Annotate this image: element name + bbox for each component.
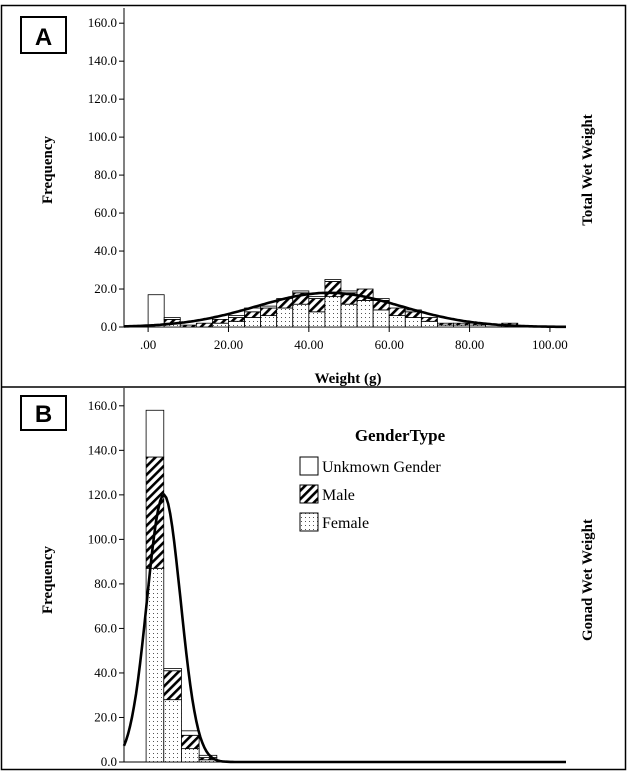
panel-b-plot: 0.0 20.0 40.0 60.0 80.0 100.0 120.0 140.0 160.0 bbox=[88, 388, 566, 769]
panel-a-bar-male bbox=[228, 317, 245, 322]
panel-a-bar-female bbox=[228, 320, 245, 328]
panel-a-bar-female bbox=[372, 309, 390, 328]
legend-label-female: Female bbox=[322, 515, 369, 532]
legend-swatch-female bbox=[299, 512, 319, 532]
panel-a-y-tick-label: 80.0 bbox=[94, 167, 117, 182]
legend-swatch-unknown bbox=[299, 456, 319, 476]
panel-a: A Frequency Total Wet Weight Weight (g) … bbox=[20, 8, 596, 387]
panel-a-plot: 0.0 20.0 40.0 60.0 80.0 100.0 120.0 140.0 160.0.… bbox=[88, 8, 568, 352]
panel-a-y-tick-label: 40.0 bbox=[94, 243, 117, 258]
panel-a-y-tick-label: 160.0 bbox=[88, 15, 117, 30]
panel-a-bar-female bbox=[260, 315, 278, 328]
panel-b: B Frequency Gonad Wet Weight 0.0 20.0 40.0… bbox=[20, 388, 596, 769]
panel-a-bar-male bbox=[437, 322, 454, 326]
panel-b-y-tick-label: 0.0 bbox=[101, 754, 117, 769]
panel-a-bar-female bbox=[404, 317, 422, 328]
panel-a-y-tick-label: 0.0 bbox=[101, 319, 117, 334]
panel-a-bar-male bbox=[195, 322, 213, 328]
panel-a-y-tick-label: 140.0 bbox=[88, 53, 117, 68]
panel-b-bar-male bbox=[163, 670, 182, 701]
legend-label-male: Male bbox=[322, 487, 355, 504]
panel-b-y-tick-label: 20.0 bbox=[94, 709, 117, 724]
panel-a-bar-male bbox=[308, 298, 326, 313]
panel-a-bar-female bbox=[308, 311, 326, 328]
panel-a-letter: A bbox=[35, 24, 52, 51]
panel-b-y-tick-label: 40.0 bbox=[94, 665, 117, 680]
panel-a-bar-unkmown-gender bbox=[308, 296, 326, 299]
panel-b-y-tick-label: 60.0 bbox=[94, 620, 117, 635]
panel-b-bar-female bbox=[181, 748, 200, 763]
legend-item-unknown: Unkmown Gender bbox=[299, 456, 441, 476]
panel-b-normal-curve bbox=[122, 493, 566, 764]
panel-a-bar-male bbox=[244, 311, 262, 318]
panel-a-bar-male bbox=[404, 311, 422, 318]
panel-b-bar-unkmown-gender bbox=[198, 754, 218, 758]
panel-a-y-axis-title: Frequency bbox=[40, 135, 56, 204]
panel-b-bar-male bbox=[181, 734, 200, 750]
panel-b-bar-unkmown-gender bbox=[163, 668, 182, 672]
panel-a-x-tick-label: 80.00 bbox=[455, 337, 484, 352]
panel-b-bar-female bbox=[145, 567, 165, 763]
panel-a-bar-female bbox=[420, 320, 438, 328]
panel-a-x-tick-label: 40.00 bbox=[294, 337, 323, 352]
panel-a-bar-female bbox=[292, 303, 310, 328]
panel-a-x-tick-label: 20.00 bbox=[214, 337, 243, 352]
panel-a-bar-female bbox=[324, 296, 342, 328]
panel-a-bar-female bbox=[356, 300, 374, 328]
panel-a-bar-unkmown-gender bbox=[228, 315, 245, 318]
panel-a-bar-male bbox=[211, 319, 229, 324]
panel-b-y-axis-title: Frequency bbox=[40, 545, 56, 614]
panel-b-letter-box bbox=[20, 395, 67, 431]
panel-b-y-tick-label: 100.0 bbox=[88, 531, 117, 546]
panel-a-letter-box bbox=[20, 16, 67, 54]
panel-b-bar-male bbox=[145, 456, 165, 569]
panel-b-bar-unkmown-gender bbox=[181, 730, 200, 736]
panel-a-x-axis-title: Weight (g) bbox=[314, 371, 381, 387]
panel-b-bar-female bbox=[163, 699, 182, 763]
panel-b-y-tick-label: 140.0 bbox=[88, 442, 117, 457]
legend-swatch-male bbox=[299, 484, 319, 504]
panel-a-y-tick-label: 100.0 bbox=[88, 129, 117, 144]
panel-b-y-tick-label: 160.0 bbox=[88, 398, 117, 413]
legend-title: GenderType bbox=[355, 426, 446, 445]
panel-b-y-tick-label: 80.0 bbox=[94, 576, 117, 591]
panel-a-bar-male bbox=[260, 307, 278, 317]
panel-a-bar-unkmown-gender bbox=[163, 317, 181, 320]
panel-a-bar-female bbox=[244, 317, 262, 328]
panel-b-side-label: Gonad Wet Weight bbox=[580, 519, 596, 641]
panel-b-y-tick-label: 120.0 bbox=[88, 487, 117, 502]
panel-a-bar-female bbox=[388, 315, 406, 328]
panel-a-bar-female bbox=[211, 322, 229, 328]
legend-label-unknown: Unkmown Gender bbox=[322, 459, 441, 476]
panel-a-bar-unkmown-gender bbox=[147, 294, 165, 328]
panel-a-y-tick-label: 120.0 bbox=[88, 91, 117, 106]
panel-a-bar-male bbox=[388, 307, 406, 317]
panel-a-bar-male bbox=[453, 322, 470, 326]
legend: GenderType Unkmown Gender Male Female bbox=[299, 426, 446, 532]
panel-a-side-label: Total Wet Weight bbox=[580, 114, 596, 225]
panel-a-x-tick-label: 100.00 bbox=[532, 337, 568, 352]
panel-a-x-tick-label: .00 bbox=[140, 337, 156, 352]
panel-a-x-tick-label: 60.00 bbox=[375, 337, 404, 352]
panel-a-bar-female bbox=[340, 303, 358, 328]
panel-a-y-tick-label: 20.0 bbox=[94, 281, 117, 296]
panel-a-bar-male bbox=[179, 324, 197, 328]
panel-a-bar-male bbox=[420, 317, 438, 322]
panel-a-normal-curve bbox=[123, 291, 566, 329]
panel-b-letter: B bbox=[35, 401, 52, 428]
panel-a-bar-unkmown-gender bbox=[292, 290, 310, 294]
panel-a-y-tick-label: 60.0 bbox=[94, 205, 117, 220]
legend-item-female: Female bbox=[299, 512, 369, 532]
panel-a-bar-unkmown-gender bbox=[260, 305, 278, 309]
panel-b-bar-unkmown-gender bbox=[145, 409, 165, 458]
panel-a-bar-unkmown-gender bbox=[324, 279, 342, 282]
panel-a-bar-female bbox=[276, 307, 294, 328]
legend-item-male: Male bbox=[299, 484, 355, 504]
